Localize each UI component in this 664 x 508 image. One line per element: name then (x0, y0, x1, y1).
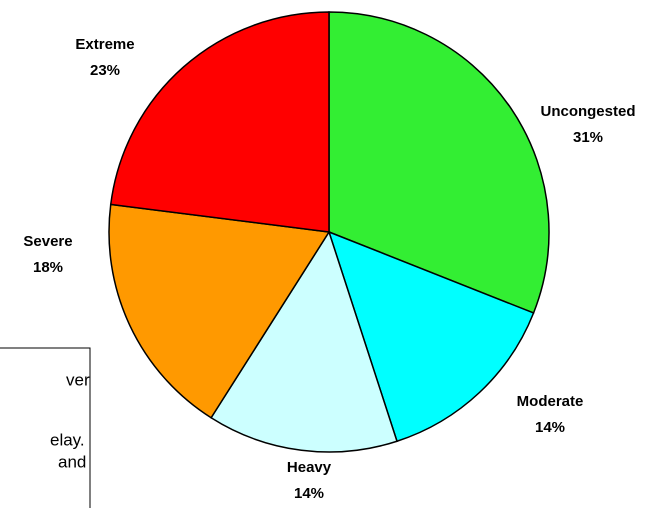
note-line: and (58, 452, 86, 471)
note-line: ver (66, 370, 90, 389)
slice-label: Severe (23, 233, 72, 250)
slice-label: Moderate (517, 393, 584, 410)
slice-value-label: 31% (573, 129, 603, 146)
slice-label: Heavy (287, 459, 332, 476)
slice-value-label: 14% (294, 485, 324, 502)
pie-slice (109, 11, 330, 233)
pie-slice (328, 11, 550, 314)
slice-value-label: 23% (90, 62, 120, 79)
pie-slice (210, 230, 398, 453)
note-line: elay. (50, 430, 85, 449)
slice-label: Extreme (75, 36, 134, 53)
pie-slice (108, 203, 331, 419)
slice-label: Uncongested (540, 103, 635, 120)
note-box (0, 347, 91, 508)
slice-value-label: 18% (33, 259, 63, 276)
slice-value-label: 14% (535, 419, 565, 436)
